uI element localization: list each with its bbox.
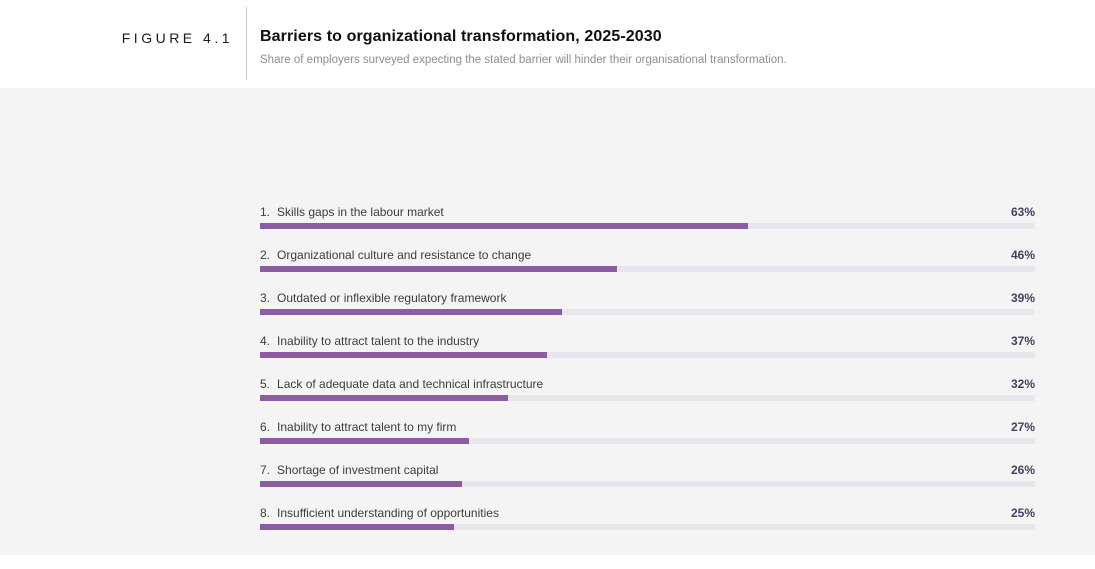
chart-row-head: 8. Insufficient understanding of opportun… — [260, 506, 1035, 521]
bar-fill — [260, 438, 470, 444]
bar-track — [260, 395, 1035, 401]
bar-track — [260, 524, 1035, 530]
chart-row-head: 2. Organizational culture and resistance … — [260, 248, 1035, 263]
chart-row-head: 4. Inability to attract talent to the ind… — [260, 334, 1035, 349]
chart-row: 3. Outdated or inflexible regulatory fram… — [260, 291, 1035, 315]
bar-fill — [260, 352, 547, 358]
bar-label: 6. Inability to attract talent to my firm — [260, 420, 456, 434]
bar-label-text: Inability to attract talent to my firm — [277, 420, 457, 434]
bar-track — [260, 352, 1035, 358]
bar-fill — [260, 395, 508, 401]
chart-row-head: 6. Inability to attract talent to my firm… — [260, 420, 1035, 435]
bar-track — [260, 481, 1035, 487]
chart-panel: 1. Skills gaps in the labour market 63% 2… — [0, 88, 1095, 562]
bar-label: 4. Inability to attract talent to the ind… — [260, 334, 479, 348]
bar-rank: 5. — [260, 377, 271, 391]
bar-track — [260, 438, 1035, 444]
bar-value-label: 37% — [1010, 334, 1035, 348]
bar-value-label: 32% — [1010, 377, 1035, 391]
bar-track — [260, 223, 1035, 229]
bar-track — [260, 309, 1035, 315]
bottom-strip — [0, 555, 1095, 562]
bar-value-label: 27% — [1010, 420, 1035, 434]
bar-label-text: Skills gaps in the labour market — [277, 205, 444, 219]
header-divider — [246, 7, 247, 80]
bar-rank: 7. — [260, 463, 271, 477]
bar-label-text: Outdated or inflexible regulatory framew… — [277, 291, 507, 305]
bar-rank: 4. — [260, 334, 271, 348]
chart-row-head: 5. Lack of adequate data and technical in… — [260, 377, 1035, 392]
bar-label-text: Insufficient understanding of opportunit… — [277, 506, 499, 520]
bar-label-text: Lack of adequate data and technical infr… — [277, 377, 544, 391]
bar-label: 8. Insufficient understanding of opportun… — [260, 506, 499, 520]
bar-label-text: Inability to attract talent to the indus… — [277, 334, 480, 348]
chart-row-head: 7. Shortage of investment capital 26% — [260, 463, 1035, 478]
bar-value-label: 39% — [1010, 291, 1035, 305]
figure-number: FIGURE 4.1 — [121, 30, 233, 46]
bar-fill — [260, 223, 749, 229]
chart-row-head: 3. Outdated or inflexible regulatory fram… — [260, 291, 1035, 306]
bar-label: 7. Shortage of investment capital — [260, 463, 438, 477]
chart-row: 6. Inability to attract talent to my firm… — [260, 420, 1035, 444]
bar-label: 1. Skills gaps in the labour market — [260, 205, 444, 219]
chart-row: 8. Insufficient understanding of opportun… — [260, 506, 1035, 530]
chart-row: 7. Shortage of investment capital 26% — [260, 463, 1035, 487]
bar-label: 3. Outdated or inflexible regulatory fram… — [260, 291, 506, 305]
bar-fill — [260, 266, 617, 272]
bar-rank: 8. — [260, 506, 271, 520]
figure-header: FIGURE 4.1 Barriers to organizational tr… — [0, 0, 1095, 88]
bar-label: 5. Lack of adequate data and technical in… — [260, 377, 543, 391]
bar-rank: 6. — [260, 420, 271, 434]
bar-rank: 3. — [260, 291, 271, 305]
bar-value-label: 63% — [1010, 205, 1035, 219]
bar-value-label: 46% — [1010, 248, 1035, 262]
bar-label: 2. Organizational culture and resistance … — [260, 248, 531, 262]
bar-rank: 2. — [260, 248, 271, 262]
bar-track — [260, 266, 1035, 272]
bar-fill — [260, 481, 462, 487]
bar-label-text: Shortage of investment capital — [277, 463, 439, 477]
page-subtitle: Share of employers surveyed expecting th… — [260, 54, 787, 66]
bar-fill — [260, 309, 563, 315]
chart-row: 2. Organizational culture and resistance … — [260, 248, 1035, 272]
chart-row-head: 1. Skills gaps in the labour market 63% — [260, 205, 1035, 220]
bar-value-label: 26% — [1010, 463, 1035, 477]
chart-row: 4. Inability to attract talent to the ind… — [260, 334, 1035, 358]
chart-row: 5. Lack of adequate data and technical in… — [260, 377, 1035, 401]
bar-chart: 1. Skills gaps in the labour market 63% 2… — [260, 205, 1035, 530]
bar-value-label: 25% — [1010, 506, 1035, 520]
bar-rank: 1. — [260, 205, 271, 219]
bar-label-text: Organizational culture and resistance to… — [277, 248, 532, 262]
bar-fill — [260, 524, 454, 530]
chart-row: 1. Skills gaps in the labour market 63% — [260, 205, 1035, 229]
page-title: Barriers to organizational transformatio… — [260, 28, 662, 45]
